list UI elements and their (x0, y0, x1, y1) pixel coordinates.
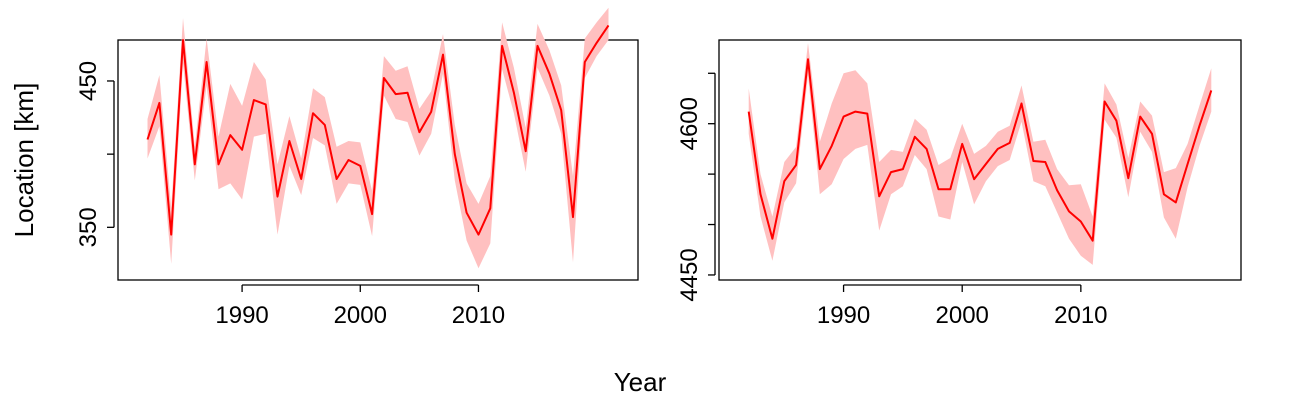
left-panel: 350 450 1990 2000 2010 (75, 7, 639, 329)
figure-y-axis-label: Location [km] (9, 83, 39, 238)
left-x-tick-label: 2000 (334, 302, 387, 329)
left-y-tick-label: 350 (75, 207, 102, 247)
figure-x-axis-label: Year (614, 367, 667, 397)
right-y-tick-label: 4450 (676, 248, 703, 301)
right-x-tick-label: 1990 (817, 302, 870, 329)
right-panel: 4450 4600 1990 2000 2010 (676, 39, 1242, 329)
left-series-line (146, 24, 610, 236)
left-x-tick-label: 1990 (215, 302, 268, 329)
right-series-line (747, 58, 1213, 242)
right-y-tick-label: 4600 (676, 97, 703, 150)
left-plot-frame (117, 39, 639, 281)
left-y-tick-label: 450 (75, 61, 102, 101)
right-x-tick-label: 2010 (1054, 302, 1107, 329)
left-x-tick-label: 2010 (452, 302, 505, 329)
right-x-tick-label: 2000 (936, 302, 989, 329)
right-plot-frame (718, 39, 1242, 281)
